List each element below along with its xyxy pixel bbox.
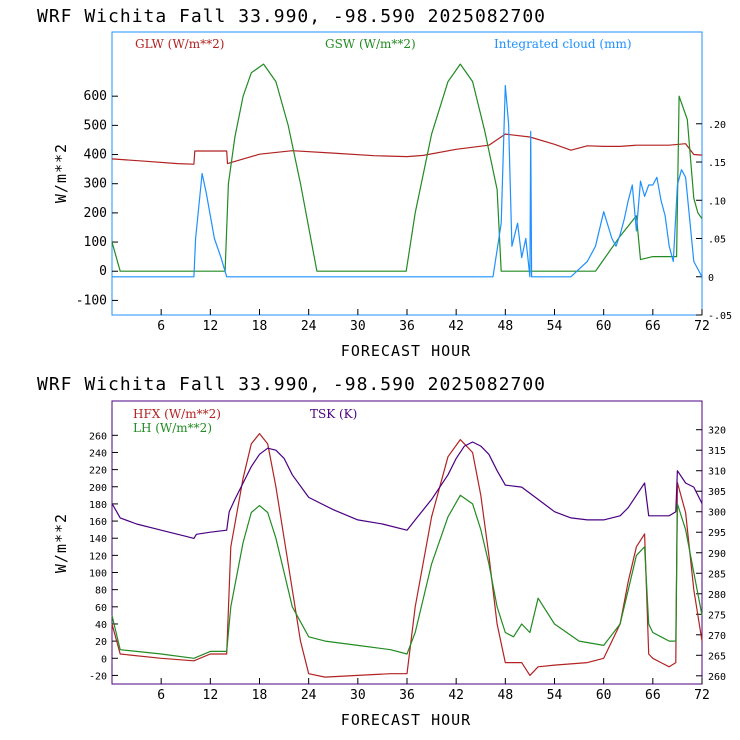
- bottom-y-tick-label: 120: [89, 551, 107, 562]
- bottom-x-tick-label: 30: [350, 688, 366, 703]
- bottom-x-tick-label: 54: [547, 688, 563, 703]
- bottom-x-tick-label: 18: [252, 688, 268, 703]
- top-x-tick-label: 48: [498, 319, 514, 334]
- bottom-y-tick-label: 40: [95, 620, 107, 631]
- top-series-line-2: [112, 84, 703, 278]
- bottom-y-tick-label: 240: [89, 448, 107, 459]
- top-x-axis-label: FORECAST HOUR: [341, 342, 471, 360]
- bottom-y-tick-label: 200: [89, 483, 107, 494]
- bottom-y-tick-label: 20: [95, 637, 107, 648]
- bottom-y-tick-label: -20: [89, 671, 107, 682]
- bottom-y-tick-label: 160: [89, 517, 107, 528]
- bottom-y-tick-label: 180: [89, 500, 107, 511]
- top-x-tick-label: 24: [301, 319, 317, 334]
- bottom-y-tick-label: 0: [101, 654, 107, 665]
- top-y-tick-label: 500: [84, 118, 107, 133]
- bottom-x-tick-label: 6: [157, 688, 165, 703]
- bottom-x-tick-label: 48: [498, 688, 514, 703]
- legend-hfx: HFX (W/m**2): [133, 407, 221, 421]
- bottom-y-axis-label: W/m**2: [52, 513, 70, 573]
- bottom-y2-tick-label: 300: [708, 508, 726, 519]
- bottom-x-tick-label: 60: [596, 688, 612, 703]
- top-y-tick-label: 400: [84, 148, 107, 163]
- bottom-x-tick-label: 72: [694, 688, 710, 703]
- top-y-tick-label: 200: [84, 206, 107, 221]
- top-y2-tick-label: 0: [708, 273, 714, 284]
- bottom-x-tick-label: 24: [301, 688, 317, 703]
- top-x-tick-label: 30: [350, 319, 366, 334]
- top-x-tick-label: 18: [252, 319, 268, 334]
- bottom-x-tick-label: 36: [399, 688, 415, 703]
- bottom-y2-tick-label: 295: [708, 528, 726, 539]
- bottom-y2-tick-label: 280: [708, 590, 726, 601]
- bottom-y2-tick-label: 305: [708, 487, 726, 498]
- top-y-tick-label: 300: [84, 177, 107, 192]
- top-chart-frame: [111, 31, 703, 316]
- legend-glw: GLW (W/m**2): [135, 37, 224, 51]
- top-y2-tick-label: -.05: [708, 311, 732, 322]
- top-x-tick-label: 42: [448, 319, 464, 334]
- bottom-chart-frame: [111, 400, 703, 685]
- top-y2-tick-label: .05: [708, 235, 726, 246]
- legend-lh: LH (W/m**2): [133, 421, 212, 435]
- bottom-x-tick-label: 12: [203, 688, 219, 703]
- bottom-y-tick-label: 60: [95, 603, 107, 614]
- top-x-tick-label: 54: [547, 319, 563, 334]
- top-panel-header: WRF Wichita Fall 33.990, -98.590 2025082…: [37, 6, 546, 27]
- bottom-y2-tick-label: 275: [708, 610, 726, 621]
- bottom-x-axis-label: FORECAST HOUR: [341, 711, 471, 729]
- bottom-y-tick-label: 140: [89, 534, 107, 545]
- bottom-x-tick-label: 66: [645, 688, 661, 703]
- top-x-tick-label: 72: [694, 319, 710, 334]
- bottom-y-tick-label: 260: [89, 431, 107, 442]
- top-y2-tick-label: .20: [708, 120, 726, 131]
- top-y-axis-label: W/m**2: [52, 143, 70, 203]
- bottom-y-tick-label: 100: [89, 569, 107, 580]
- bottom-y2-tick-label: 290: [708, 549, 726, 560]
- top-y-tick-label: 600: [84, 89, 107, 104]
- legend-gsw: GSW (W/m**2): [325, 37, 416, 51]
- bottom-y-tick-label: 220: [89, 466, 107, 477]
- bottom-y2-tick-label: 315: [708, 446, 726, 457]
- top-x-tick-label: 6: [157, 319, 165, 334]
- bottom-series-line-2: [111, 441, 703, 540]
- bottom-panel-header: WRF Wichita Fall 33.990, -98.590 2025082…: [37, 374, 546, 395]
- top-y2-tick-label: .15: [708, 158, 726, 169]
- top-series-line-0: [111, 133, 703, 165]
- legend-tsk: TSK (K): [310, 407, 357, 421]
- bottom-series-line-1: [111, 494, 703, 659]
- top-y-tick-label: 0: [99, 264, 107, 279]
- legend-cloud: Integrated cloud (mm): [494, 37, 632, 51]
- top-y2-tick-label: .10: [708, 196, 726, 207]
- bottom-y2-tick-label: 310: [708, 467, 726, 478]
- top-x-tick-label: 12: [203, 319, 219, 334]
- top-y-tick-label: -100: [76, 293, 107, 308]
- bottom-y2-tick-label: 265: [708, 651, 726, 662]
- top-y-tick-label: 100: [84, 235, 107, 250]
- top-chart: GLW (W/m**2) GSW (W/m**2) Integrated clo…: [52, 31, 732, 360]
- top-x-tick-label: 66: [645, 319, 661, 334]
- bottom-x-tick-label: 42: [448, 688, 464, 703]
- bottom-y2-tick-label: 260: [708, 672, 726, 683]
- bottom-y2-tick-label: 270: [708, 631, 726, 642]
- bottom-chart: HFX (W/m**2) LH (W/m**2) TSK (K) FORECAS…: [52, 400, 726, 729]
- top-x-tick-label: 36: [399, 319, 415, 334]
- bottom-y2-tick-label: 320: [708, 426, 726, 437]
- bottom-y-tick-label: 80: [95, 586, 107, 597]
- top-series-line-1: [111, 63, 703, 272]
- bottom-y2-tick-label: 285: [708, 569, 726, 580]
- top-x-tick-label: 60: [596, 319, 612, 334]
- bottom-series-line-0: [111, 433, 703, 678]
